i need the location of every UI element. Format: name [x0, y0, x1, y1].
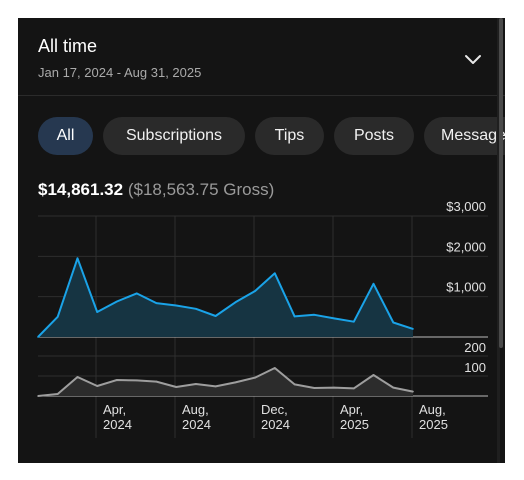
y-tick-label: 200 — [464, 340, 486, 355]
tab-tips[interactable]: Tips — [255, 117, 324, 155]
earnings-series-point — [116, 300, 118, 303]
y-tick-label: $3,000 — [446, 199, 486, 214]
earnings-series-point — [155, 302, 158, 304]
date-range: Jan 17, 2024 - Aug 31, 2025 — [38, 65, 202, 80]
count-series-point — [234, 381, 237, 384]
earnings-series-point — [412, 328, 414, 330]
tab-posts[interactable]: Posts — [334, 117, 414, 155]
y-tick-label: $1,000 — [446, 280, 486, 295]
earnings-series-point — [175, 304, 177, 307]
scrollbar-thumb[interactable] — [499, 18, 503, 348]
tab-subscriptions-label: Subscriptions — [125, 127, 223, 144]
earnings-series-area — [38, 258, 413, 337]
count-series-point — [155, 380, 158, 383]
count-series-point — [392, 386, 395, 389]
y-tick-label: $2,000 — [446, 239, 486, 254]
count-series-point — [175, 386, 177, 388]
tab-posts-label: Posts — [353, 127, 394, 144]
x-tick-label: Aug, 2024 — [182, 402, 211, 432]
count-series-point — [56, 393, 59, 395]
earnings-total: $14,861.32 ($18,563.75 Gross) — [38, 180, 274, 200]
earnings-series-point — [353, 320, 355, 323]
earnings-series-point — [195, 308, 197, 310]
tab-messages-label: Message — [441, 127, 505, 144]
earnings-panel: All time Jan 17, 2024 - Aug 31, 2025 All… — [18, 18, 505, 463]
count-series-point — [333, 386, 335, 389]
earnings-series-point — [76, 257, 79, 260]
net-earnings: $14,861.32 — [38, 180, 124, 199]
count-series-point — [214, 385, 217, 388]
scrollbar-track[interactable] — [497, 18, 500, 463]
earnings-series-point — [56, 316, 59, 318]
earnings-series-point — [214, 315, 217, 317]
earnings-series-point — [254, 290, 256, 292]
gross-earnings: ($18,563.75 Gross) — [127, 180, 275, 199]
count-series-line — [37, 367, 414, 397]
earnings-series-line — [37, 257, 414, 338]
count-series-point — [313, 387, 316, 389]
filter-tabs: All Subscriptions Tips Posts Message — [38, 117, 505, 155]
y-tick-label: 100 — [464, 360, 486, 375]
count-series-point — [37, 395, 39, 397]
earnings-series-point — [333, 317, 335, 320]
count-series-point — [353, 387, 355, 390]
tab-all-label: All — [56, 127, 75, 144]
earnings-series-point — [274, 272, 276, 275]
count-series-point — [116, 379, 118, 381]
earnings-series-point — [293, 315, 296, 318]
count-series-point — [76, 376, 79, 378]
earnings-series-point — [392, 321, 395, 324]
x-tick-label: Aug, 2025 — [419, 402, 448, 432]
chevron-down-icon[interactable] — [463, 50, 483, 70]
tab-tips-label: Tips — [274, 127, 305, 144]
x-tick-label: Dec, 2024 — [261, 402, 290, 432]
x-tick-label: Apr, 2024 — [103, 402, 132, 432]
earnings-chart: $3,000 $2,000 $1,000 200 100 Apr, 2024 Aug, 2024… — [37, 199, 488, 438]
count-series-point — [293, 383, 296, 386]
count-series-point — [372, 374, 375, 376]
count-series-point — [96, 385, 98, 387]
earnings-series-point — [313, 314, 316, 316]
period-title: All time — [38, 36, 98, 56]
count-series-point — [135, 379, 138, 382]
earnings-series-point — [37, 336, 39, 338]
count-series-point — [412, 390, 414, 393]
earnings-series-point — [96, 311, 98, 313]
count-series-area — [38, 368, 413, 396]
period-selector[interactable]: All time Jan 17, 2024 - Aug 31, 2025 — [18, 18, 505, 96]
x-tick-label: Apr, 2025 — [340, 402, 369, 432]
count-series-point — [274, 367, 276, 369]
count-series-point — [195, 383, 197, 385]
earnings-series-point — [372, 283, 375, 285]
tab-messages[interactable]: Message — [424, 117, 505, 155]
earnings-series-point — [135, 292, 138, 295]
earnings-series-point — [234, 301, 237, 304]
tab-all[interactable]: All — [38, 117, 93, 155]
count-series-point — [254, 376, 256, 379]
tab-subscriptions[interactable]: Subscriptions — [103, 117, 245, 155]
